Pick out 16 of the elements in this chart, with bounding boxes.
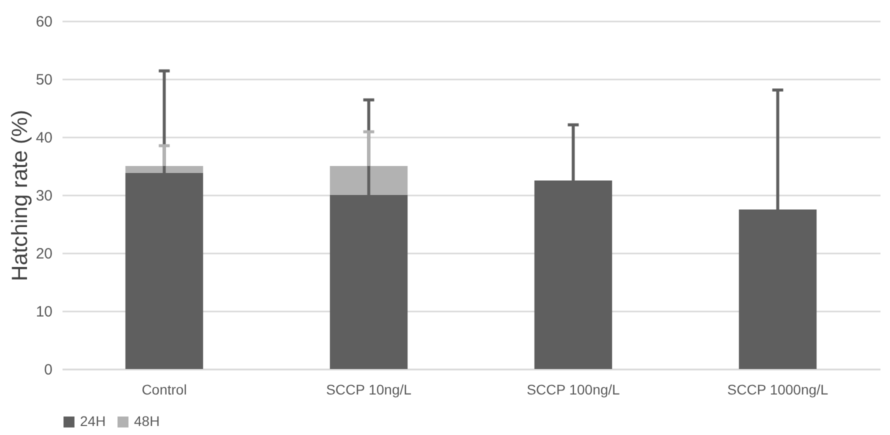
y-tick-label: 60 [36, 14, 52, 30]
y-tick-label: 50 [36, 72, 52, 88]
x-tick-label: Control [142, 382, 187, 398]
y-tick-label: 40 [36, 130, 52, 146]
y-tick-label: 30 [36, 188, 52, 204]
y-tick-label: 10 [36, 304, 52, 320]
legend-label: 24H [80, 413, 106, 429]
y-axis-title: Hatching rate (%) [6, 110, 32, 282]
x-tick-label: SCCP 10ng/L [326, 382, 412, 398]
bar [125, 166, 204, 173]
y-tick-label: 20 [36, 246, 52, 262]
bar [330, 166, 408, 195]
x-tick-label: SCCP 100ng/L [526, 382, 620, 398]
x-tick-label: SCCP 1000ng/L [727, 382, 828, 398]
y-tick-label: 0 [44, 362, 52, 378]
legend-label: 48H [134, 413, 160, 429]
